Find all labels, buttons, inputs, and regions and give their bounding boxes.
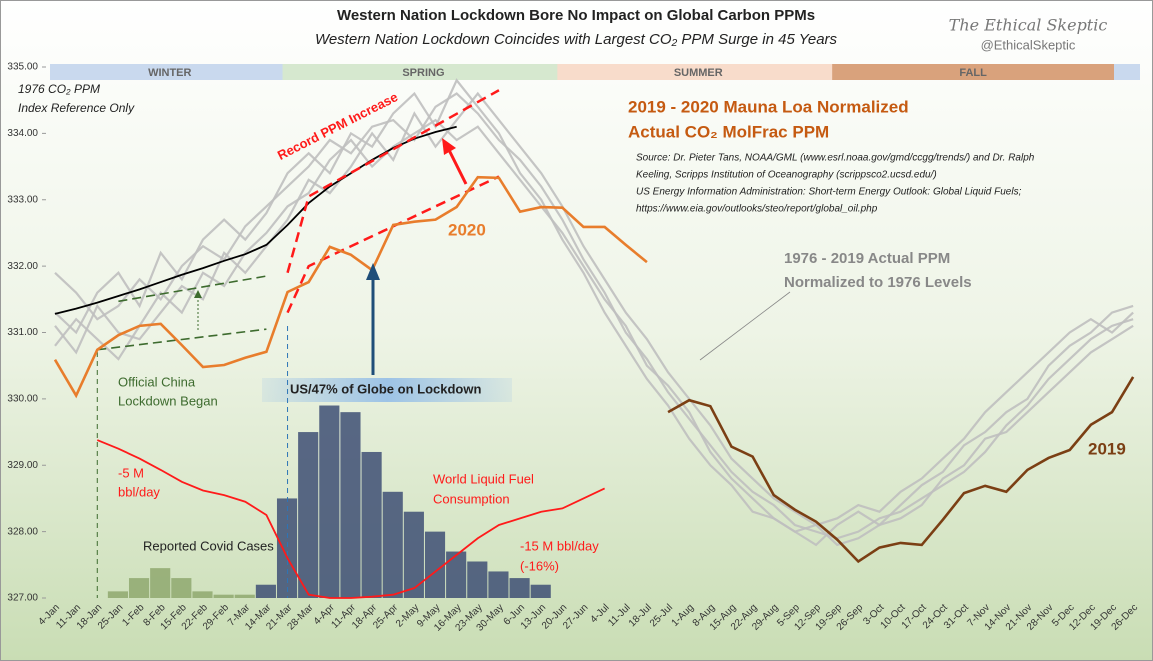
covid-bar: [171, 578, 192, 598]
covid-bar: [382, 491, 403, 598]
series-label: 2020: [448, 220, 486, 239]
covid-bar: [234, 594, 255, 598]
season-layer: WINTER SPRING SUMMER FALL: [50, 64, 1114, 80]
y-tick-label: 329.00: [7, 460, 38, 471]
season-label: SPRING: [402, 67, 444, 79]
covid-bar: [276, 498, 298, 598]
reference-line: [54, 91, 1134, 527]
season-band-tail: [1110, 64, 1140, 80]
source: Keeling, Scripps Institution of Oceanogr…: [636, 170, 937, 181]
arrow: [446, 147, 468, 185]
annotation: Lockdown Began: [118, 393, 218, 408]
covid-bar: [467, 561, 488, 598]
arrow-head: [366, 263, 380, 280]
annotation: Consumption: [433, 491, 510, 506]
season-label: WINTER: [148, 67, 191, 79]
brand: The Ethical Skeptic: [949, 16, 1108, 35]
season-label: FALL: [959, 67, 987, 79]
covid-bar: [213, 594, 234, 598]
annotation: 1976 CO₂ PPM: [18, 82, 100, 96]
arrow-head: [194, 290, 202, 298]
y-tick-label: 328.00: [7, 526, 38, 537]
season-band: [557, 64, 840, 80]
covid-bar: [255, 584, 276, 598]
trend-line: [286, 175, 500, 314]
series-line: [667, 376, 1135, 564]
annotation: Official China: [118, 374, 196, 389]
y-tick-label: 330.00: [7, 394, 38, 405]
reference-1976-line: [54, 125, 457, 315]
reference-line: [54, 92, 1134, 540]
lockdown-band: [262, 378, 512, 402]
covid-bar: [319, 405, 340, 598]
reference-line: [54, 78, 1134, 547]
annotation: US/47% of Globe on Lockdown: [290, 381, 481, 396]
annotation: 2019 - 2020 Mauna Loa Normalized: [628, 97, 909, 116]
annotation: (-16%): [520, 558, 559, 573]
covid-bar: [530, 584, 551, 598]
y-tick-label: 333.00: [7, 194, 38, 205]
fuel-line: [96, 439, 606, 599]
covid-bar: [509, 578, 530, 598]
annotation: 1976 - 2019 Actual PPM: [784, 250, 950, 267]
y-tick-label: 327.00: [7, 593, 38, 604]
covid-bar: [298, 432, 319, 598]
annotation: -5 M: [118, 465, 144, 480]
trend-line: [97, 328, 267, 351]
annotation: Actual CO₂ MolFrac PPM: [628, 122, 829, 141]
covid-bar: [424, 531, 446, 598]
arrow-head: [442, 138, 456, 155]
reference-line: [54, 118, 1134, 547]
covid-bar: [446, 551, 467, 598]
y-tick-label: 331.00: [7, 327, 38, 338]
covid-bar: [361, 451, 382, 598]
source: US Energy Information Administration: Sh…: [636, 187, 1022, 198]
covid-bar: [192, 591, 213, 598]
covid-bar: [340, 412, 361, 598]
annotation: -15 M bbl/day: [520, 538, 599, 553]
annotation: Reported Covid Cases: [143, 538, 274, 553]
season-band: [282, 64, 565, 80]
source: https://www.eia.gov/outlooks/steo/report…: [636, 204, 878, 215]
chart-subtitle: Western Nation Lockdown Coincides with L…: [315, 31, 838, 48]
pointer: [699, 291, 791, 361]
covid-bar: [488, 571, 509, 598]
handle: @EthicalSkeptic: [981, 37, 1076, 52]
annotation: Normalized to 1976 Levels: [784, 274, 972, 291]
y-tick-label: 334.00: [7, 128, 38, 139]
season-label: SUMMER: [674, 67, 723, 79]
chart-title: Western Nation Lockdown Bore No Impact o…: [337, 7, 815, 24]
covid-bar: [403, 511, 424, 598]
annotation: bbl/day: [118, 484, 160, 499]
y-tick-label: 332.00: [7, 261, 38, 272]
covid-bar: [107, 591, 128, 598]
source: Source: Dr. Pieter Tans, NOAA/GML (www.e…: [636, 153, 1035, 164]
annotation: World Liquid Fuel: [433, 471, 534, 486]
trend-line: [286, 89, 500, 274]
season-band: [50, 64, 290, 80]
covid-bar: [128, 578, 150, 598]
season-band: [832, 64, 1114, 80]
trend-line: [118, 275, 267, 303]
annotation: Index Reference Only: [18, 101, 135, 115]
series-line: [53, 175, 648, 399]
series-label: 2019: [1088, 439, 1126, 458]
y-tick-label: 335.00: [7, 62, 38, 73]
covid-bar: [150, 568, 171, 598]
